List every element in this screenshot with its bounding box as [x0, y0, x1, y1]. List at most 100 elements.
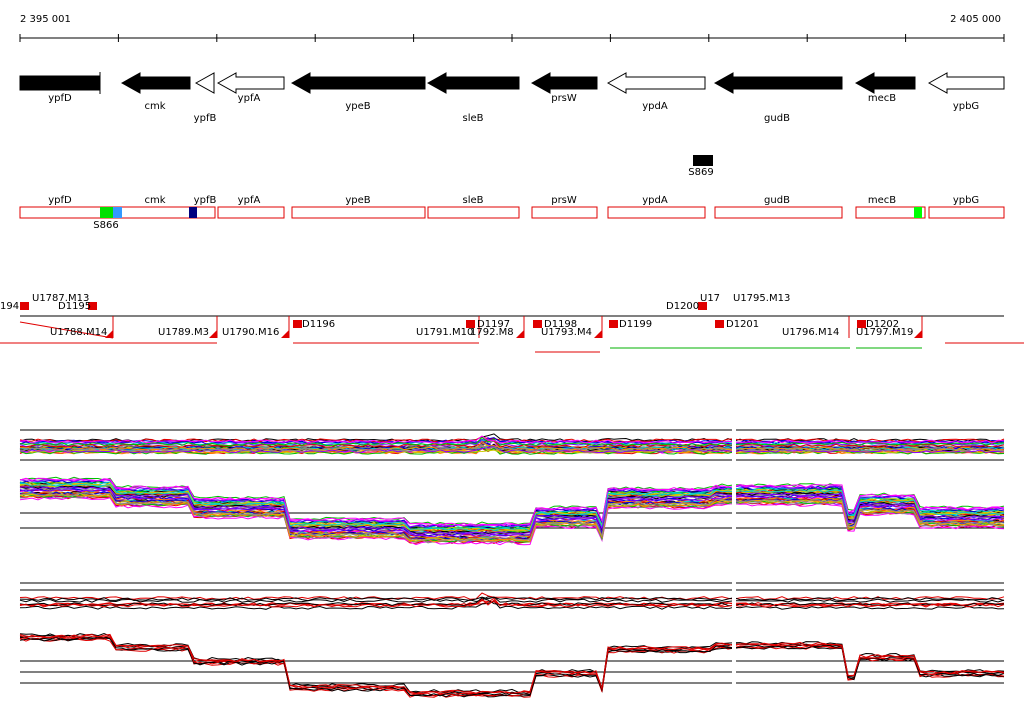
unit-label: U1793.M4 — [541, 327, 592, 338]
unit-label: 1792.M8 — [470, 327, 514, 338]
site-label: S866 — [93, 220, 118, 231]
unit-marker — [466, 320, 475, 328]
gene-arrow — [530, 72, 598, 94]
site-mark — [189, 207, 197, 218]
unit-arrow — [516, 330, 524, 338]
expression-line — [19, 488, 1005, 538]
expression-line — [19, 600, 1005, 610]
expression-line — [19, 436, 1005, 447]
annotation-box — [531, 206, 598, 219]
expression-line — [19, 597, 1005, 607]
unit-label: U1796.M14 — [782, 327, 839, 338]
site-mark — [914, 207, 922, 218]
site-mark — [113, 207, 122, 218]
annotation-box — [714, 206, 843, 219]
expression-line — [19, 435, 1005, 444]
expression-line — [19, 636, 1005, 697]
expression-line — [19, 493, 1005, 543]
gene-label: ypdA — [642, 101, 668, 112]
expression-line — [19, 598, 1005, 608]
ruler-end: 2 405 000 — [950, 14, 1001, 25]
gene-label: sleB — [462, 113, 483, 124]
expression-line — [19, 439, 1005, 448]
expression-line — [19, 444, 1005, 452]
site-mark — [100, 207, 113, 218]
gene-label: mecB — [868, 93, 896, 104]
annotation-box — [291, 206, 426, 219]
unit-marker — [698, 302, 707, 310]
unit-label: D1200 — [666, 301, 699, 312]
gene-arrow — [713, 72, 843, 94]
unit-label: U1790.M16 — [222, 327, 279, 338]
gene-label: ypfB — [194, 113, 217, 124]
unit-label: U1789.M3 — [158, 327, 209, 338]
unit-label: U1797.M19 — [856, 327, 913, 338]
expression-line — [19, 479, 1005, 529]
unit-marker — [533, 320, 542, 328]
unit-label: D1198 — [544, 319, 577, 330]
expression-line — [19, 486, 1005, 535]
annotation-label: sleB — [462, 195, 483, 206]
annotation-label: ypfB — [194, 195, 217, 206]
expression-line — [19, 478, 1005, 528]
gene-arrow — [854, 72, 916, 94]
unit-arrow — [281, 330, 289, 338]
gene-arrow — [194, 72, 215, 94]
unit-arrow — [594, 330, 602, 338]
unit-marker — [88, 302, 97, 310]
expression-line — [19, 439, 1005, 448]
expression-line — [19, 596, 1005, 603]
gene-label: gudB — [764, 113, 790, 124]
annotation-box — [427, 206, 520, 219]
unit-label: D1201 — [726, 319, 759, 330]
gene-label: ypbG — [953, 101, 979, 112]
expression-line — [19, 496, 1005, 546]
gene-arrow — [606, 72, 706, 94]
unit-label: D1195 — [58, 301, 91, 312]
expression-line — [19, 633, 1005, 694]
expression-line — [19, 596, 1005, 602]
gene-arrow — [290, 72, 426, 94]
unit-arrow — [105, 330, 113, 338]
annotation-label: ypfD — [48, 195, 72, 206]
expression-line — [19, 632, 1005, 693]
gene-label: ypeB — [345, 101, 370, 112]
gene-label: cmk — [144, 101, 165, 112]
annotation-label: ypfA — [238, 195, 261, 206]
unit-label: D1197 — [477, 319, 510, 330]
ruler-start: 2 395 001 — [20, 14, 71, 25]
expression-line — [19, 483, 1005, 532]
gene-label: ypfA — [238, 93, 261, 104]
annotation-box — [928, 206, 1005, 219]
unit-marker — [293, 320, 302, 328]
expression-line — [19, 445, 1005, 454]
annotation-label: ypdA — [642, 195, 668, 206]
gene-arrow — [19, 75, 101, 91]
expression-line — [19, 492, 1005, 542]
annotation-box — [217, 206, 285, 219]
gene-arrow — [426, 72, 520, 94]
gene-arrow — [927, 72, 1005, 94]
unit-bracket — [19, 321, 114, 339]
annotation-label: ypbG — [953, 195, 979, 206]
expression-line — [19, 437, 1005, 445]
expression-line — [19, 634, 1005, 695]
unit-label: D1199 — [619, 319, 652, 330]
annotation-label: ypeB — [345, 195, 370, 206]
expression-line — [19, 592, 1005, 601]
site-box — [693, 155, 713, 166]
unit-label: U17 — [700, 293, 720, 304]
expression-line — [19, 634, 1005, 695]
expression-line — [19, 477, 1005, 527]
gene-arrow — [120, 72, 191, 94]
panel-gap — [732, 425, 736, 714]
unit-label: U1787.M13 — [32, 293, 89, 304]
unit-label: U1795.M13 — [733, 293, 790, 304]
unit-marker — [609, 320, 618, 328]
annotation-box — [855, 206, 926, 219]
annotation-label: gudB — [764, 195, 790, 206]
site-label: S869 — [688, 167, 713, 178]
annotation-label: cmk — [144, 195, 165, 206]
annotation-label: prsW — [551, 195, 577, 206]
